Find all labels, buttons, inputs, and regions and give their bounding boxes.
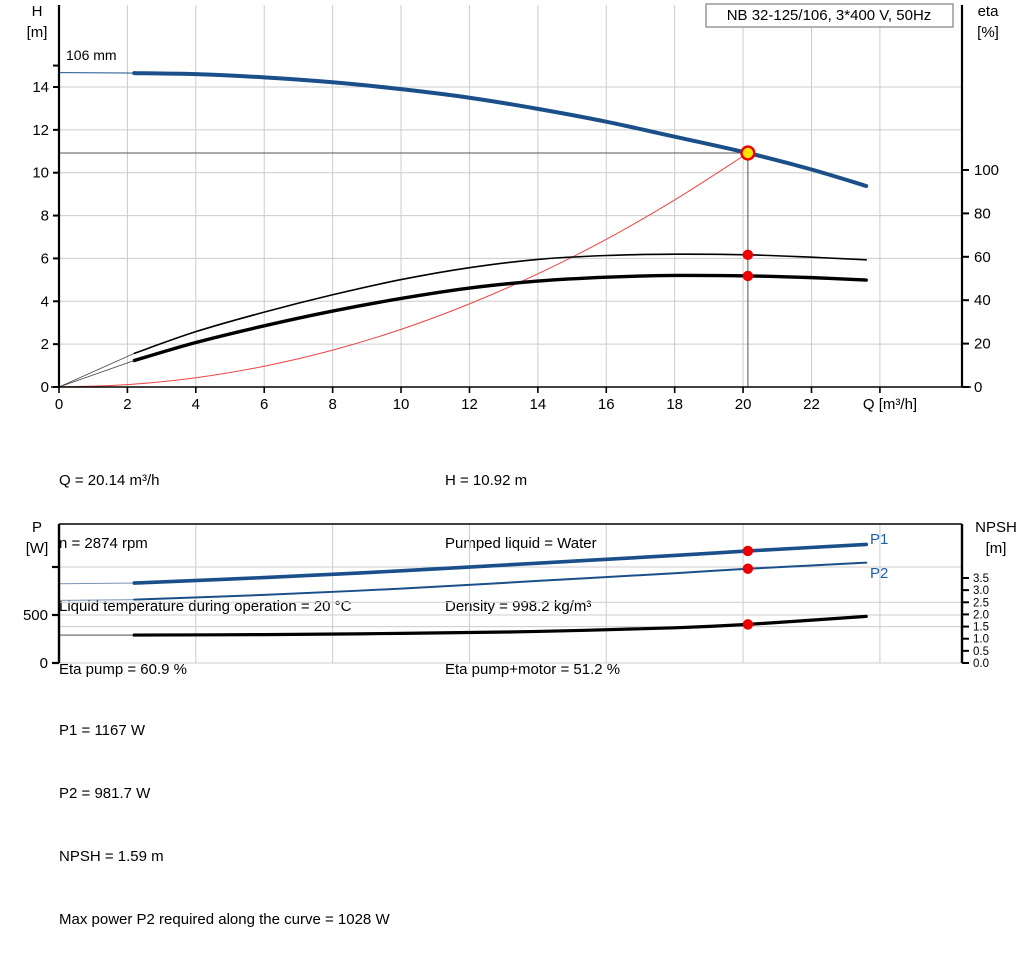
y-tick-label-left: 10 xyxy=(32,165,49,182)
eta-pump-motor-duty-marker xyxy=(743,271,753,281)
y-tick-label-left: 12 xyxy=(32,122,49,139)
y-tick-label-right: 2.5 xyxy=(973,597,989,609)
x-tick-label: 6 xyxy=(260,396,268,413)
info-block-bottom: P1 = 1167 W P2 = 981.7 W NPSH = 1.59 m M… xyxy=(59,678,390,972)
y-tick-label-left: 2 xyxy=(41,336,49,353)
x-tick-label: 4 xyxy=(192,396,200,413)
duty-point-marker[interactable] xyxy=(741,147,754,160)
info-p1: P1 = 1167 W xyxy=(59,720,390,741)
y-tick-label-right: 0.5 xyxy=(973,646,989,658)
x-tick-label: 18 xyxy=(666,396,683,413)
y-tick-label-left: 0 xyxy=(40,655,48,672)
p1-curve-label: P1 xyxy=(870,531,888,548)
info-h: H = 10.92 m xyxy=(445,470,620,491)
y-tick-label-left: 500 xyxy=(23,607,48,624)
x-axis-title: Q [m³/h] xyxy=(863,396,917,413)
y-axis-left-title: P xyxy=(32,519,42,536)
y-axis-right-unit: [m] xyxy=(986,540,1007,557)
npsh-duty-marker xyxy=(743,619,753,629)
head-efficiency-chart: 0 2 4 6 8 10 12 14 0 20 40 60 80 100 0 2 4 6 8 10 12 14 16 18 20… xyxy=(0,0,1024,420)
y-tick-label-right: 1.0 xyxy=(973,634,989,646)
x-tick-label: 12 xyxy=(461,396,478,413)
y-tick-label-right: 60 xyxy=(974,249,991,266)
info-max-power: Max power P2 required along the curve = … xyxy=(59,909,390,930)
pump-curve-page: 0 2 4 6 8 10 12 14 0 20 40 60 80 100 0 2 4 6 8 10 12 14 16 18 20… xyxy=(0,0,1024,781)
p2-extension xyxy=(59,600,134,601)
x-tick-label: 20 xyxy=(735,396,752,413)
y-tick-label-left: 6 xyxy=(41,250,49,267)
eta-pump-duty-marker xyxy=(743,250,753,260)
y-tick-label-left: 4 xyxy=(41,293,49,310)
p1-duty-marker xyxy=(743,546,753,556)
y-axis-right-unit: [%] xyxy=(977,24,999,41)
x-tick-label: 2 xyxy=(123,396,131,413)
p1-extension xyxy=(59,583,134,584)
y-axis-left-unit: [m] xyxy=(27,24,48,41)
y-tick-label-right: 1.5 xyxy=(973,622,989,634)
y-axis-left-unit: [W] xyxy=(26,540,49,557)
impeller-diameter-label: 106 mm xyxy=(66,47,117,63)
y-axis-right-title: NPSH xyxy=(975,519,1017,536)
y-axis-left-title: H xyxy=(32,3,43,20)
y-tick-label-right: 2.0 xyxy=(973,609,989,621)
y-tick-label-right: 0.0 xyxy=(973,658,989,670)
info-p2: P2 = 981.7 W xyxy=(59,783,390,804)
chart-title: NB 32-125/106, 3*400 V, 50Hz xyxy=(727,7,932,24)
x-tick-label: 16 xyxy=(598,396,615,413)
eta-pump-curve xyxy=(134,254,866,353)
x-tick-label: 8 xyxy=(328,396,336,413)
x-tick-label: 14 xyxy=(530,396,547,413)
y-tick-label-left: 8 xyxy=(41,208,49,225)
x-tick-label: 22 xyxy=(803,396,820,413)
y-tick-label-right: 40 xyxy=(974,292,991,309)
power-npsh-chart: P1 P2 0 500 3.53.02.52.01.51.00.50.0 P [W] NPSH… xyxy=(0,516,1024,676)
y-tick-label-left: 0 xyxy=(41,379,49,396)
x-tick-label: 0 xyxy=(55,396,63,413)
npsh-curve xyxy=(134,616,866,635)
y-tick-label-right: 100 xyxy=(974,162,999,179)
y-tick-label-right: 0 xyxy=(974,379,982,396)
y-tick-label-right: 80 xyxy=(974,205,991,222)
y-tick-label-left: 14 xyxy=(32,79,49,96)
info-npsh: NPSH = 1.59 m xyxy=(59,846,390,867)
p1-curve xyxy=(134,544,866,583)
y-tick-label-right: 20 xyxy=(974,336,991,353)
eta-pump-motor-extension xyxy=(59,361,134,387)
info-q: Q = 20.14 m³/h xyxy=(59,470,351,491)
y-tick-label-right: 3.5 xyxy=(973,573,989,585)
x-tick-label: 10 xyxy=(393,396,410,413)
p2-curve xyxy=(134,563,866,600)
eta-pump-extension xyxy=(59,353,134,387)
p2-duty-marker xyxy=(743,564,753,574)
y-tick-label-right: 3.0 xyxy=(973,585,989,597)
y-axis-right-title: eta xyxy=(978,3,1000,20)
p2-curve-label: P2 xyxy=(870,565,888,582)
